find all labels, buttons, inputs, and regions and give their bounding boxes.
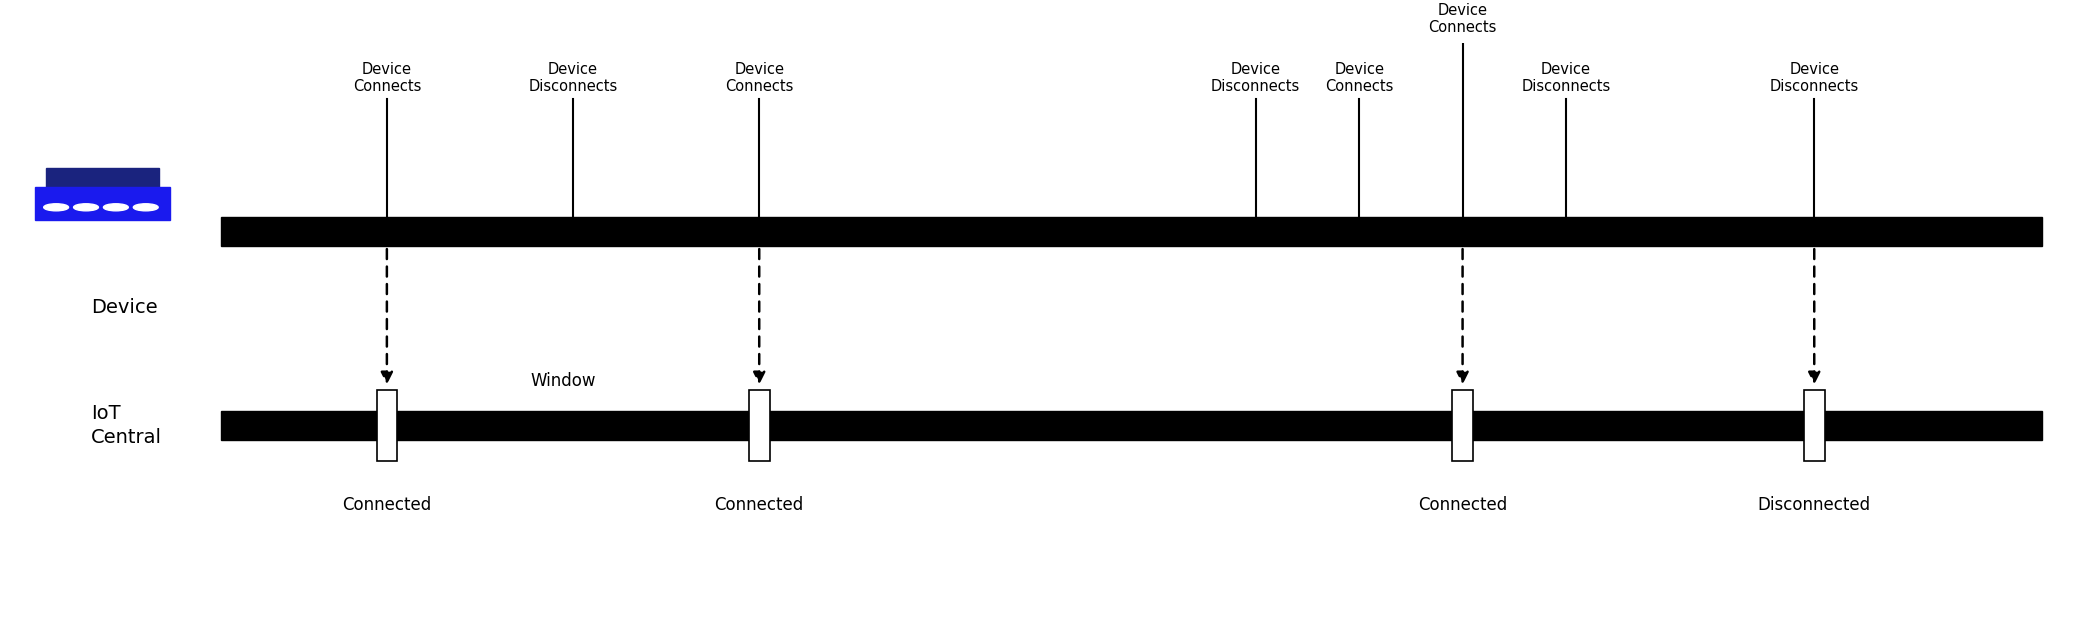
Text: Device
Disconnects: Device Disconnects <box>528 62 617 94</box>
Circle shape <box>104 204 129 211</box>
Text: Window: Window <box>530 373 596 391</box>
Bar <box>1452 391 1473 461</box>
Circle shape <box>73 204 98 211</box>
Text: Device
Connects: Device Connects <box>353 62 422 94</box>
Text: Device
Connects: Device Connects <box>725 62 793 94</box>
Text: Disconnected: Disconnected <box>1757 496 1871 515</box>
Text: Device: Device <box>91 298 158 317</box>
Bar <box>35 187 170 219</box>
Text: Connected: Connected <box>1419 496 1508 515</box>
Bar <box>750 391 771 461</box>
Bar <box>222 217 2042 246</box>
Text: Device
Disconnects: Device Disconnects <box>1520 62 1610 94</box>
Bar <box>222 411 2042 441</box>
Bar <box>1805 391 1824 461</box>
Circle shape <box>133 204 158 211</box>
Text: Device
Disconnects: Device Disconnects <box>1770 62 1859 94</box>
Bar <box>46 169 160 187</box>
Text: Connected: Connected <box>714 496 804 515</box>
Text: Connected: Connected <box>343 496 432 515</box>
Text: Device
Disconnects: Device Disconnects <box>1211 62 1300 94</box>
Text: IoT
Central: IoT Central <box>91 404 162 447</box>
Text: Device
Connects: Device Connects <box>1429 3 1498 35</box>
Text: Device
Connects: Device Connects <box>1325 62 1394 94</box>
Circle shape <box>44 204 69 211</box>
Bar <box>376 391 397 461</box>
